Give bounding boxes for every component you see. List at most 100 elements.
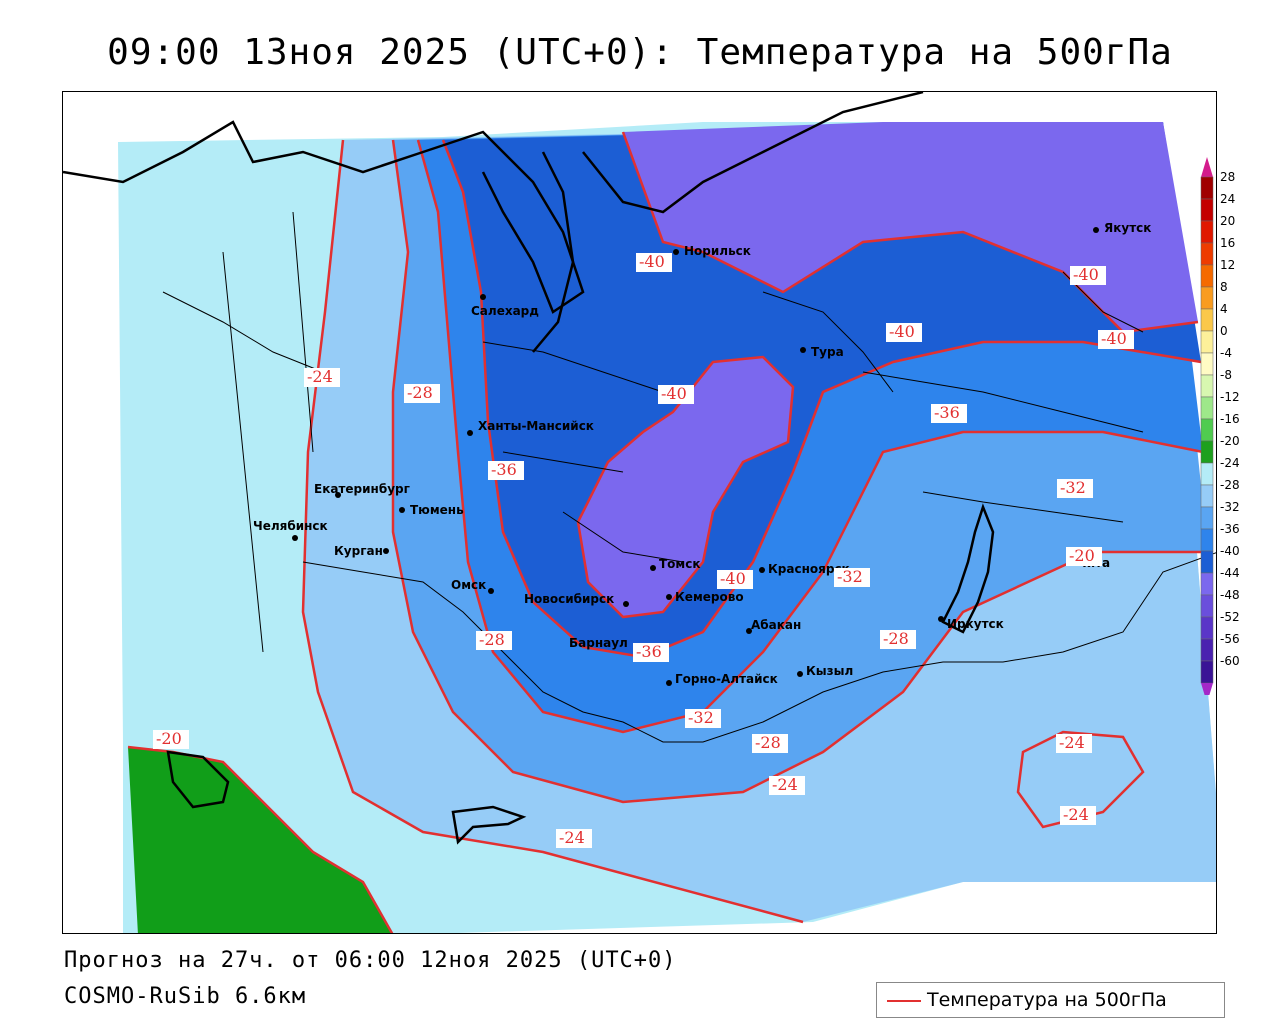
city-label: Томск — [659, 557, 701, 571]
colorbar-tick-label: -24 — [1220, 456, 1240, 470]
colorbar-swatch — [1200, 660, 1214, 684]
colorbar-tick-label: 12 — [1220, 258, 1235, 272]
colorbar-tick-label: 8 — [1220, 280, 1228, 294]
isotherm-label: -24 — [307, 367, 333, 386]
isotherm-label-bg — [556, 829, 592, 848]
isotherm-label-bg — [1056, 734, 1092, 753]
colorbar-swatch — [1200, 352, 1214, 376]
isotherm-label: -24 — [772, 775, 798, 794]
colorbar-tick-label: 20 — [1220, 214, 1235, 228]
legend-line-swatch — [887, 1000, 921, 1002]
city-dot — [797, 671, 803, 677]
city-label: Курган — [334, 544, 383, 558]
coastlines — [63, 92, 995, 845]
colorbar-swatch — [1200, 396, 1214, 420]
isotherm-label-bg — [834, 568, 870, 587]
colorbar-tick-label: 24 — [1220, 192, 1235, 206]
isotherm-label-bg — [153, 730, 189, 749]
city-label: Кызыл — [806, 664, 853, 678]
colorbar-swatch — [1200, 176, 1214, 200]
city-dot — [623, 601, 629, 607]
isotherm-minus28 — [391, 139, 1208, 804]
isotherm-label-bg — [886, 323, 922, 342]
colorbar-tick-label: -16 — [1220, 412, 1240, 426]
isotherm-minus24-west — [301, 139, 804, 924]
isotherm-label-bg — [636, 253, 672, 272]
isotherm-label-bg — [685, 709, 721, 728]
colorbar-swatch — [1200, 264, 1214, 288]
isotherm-label-bg — [1098, 330, 1134, 349]
city-dot — [488, 588, 494, 594]
isotherm-label: -28 — [883, 629, 909, 648]
colorbar-swatch — [1200, 616, 1214, 640]
city-dot — [467, 430, 473, 436]
colorbar-tick-label: -56 — [1220, 632, 1240, 646]
colorbar-tick-label: -60 — [1220, 654, 1240, 668]
colorbar-tick-label: -12 — [1220, 390, 1240, 404]
colorbar-swatch — [1200, 330, 1214, 354]
city-label: Ханты-Мансийск — [478, 419, 594, 433]
colorbar-swatch — [1200, 572, 1214, 596]
city-label: Челябинск — [253, 519, 328, 533]
colorbar-tick-label: -20 — [1220, 434, 1240, 448]
colorbar-tick-label: -32 — [1220, 500, 1240, 514]
isotherm-label: -40 — [889, 322, 915, 341]
city-label: Омск — [451, 578, 486, 592]
map-panel: Норильск Якутск Салехард Тура Ханты-Мансийск… — [62, 91, 1217, 934]
city-dot — [480, 294, 486, 300]
isotherm-label-bg — [476, 631, 512, 650]
isotherm-minus24-east — [1016, 730, 1145, 829]
city-label: Красноярск — [768, 562, 850, 576]
city-label: Екатеринбург — [314, 482, 410, 496]
colorbar-swatch — [1200, 506, 1214, 530]
border-kazakhstan — [302, 552, 1216, 743]
colorbar-tick-label: -8 — [1220, 368, 1232, 382]
colorbar-tick-label: -4 — [1220, 346, 1232, 360]
colorbar-tick-label: -44 — [1220, 566, 1240, 580]
city-markers: Норильск Якутск Салехард Тура Ханты-Мансийск… — [253, 221, 1151, 686]
isotherm-label: -40 — [639, 252, 665, 271]
isotherm-label-bg — [1060, 806, 1096, 825]
isotherm-label-bg — [1066, 547, 1102, 566]
city-label: Тура — [811, 345, 844, 359]
colorbar-tick-label: -52 — [1220, 610, 1240, 624]
city-label: Барнаул — [569, 636, 628, 650]
isotherm-label: -28 — [479, 630, 505, 649]
city-dot — [746, 628, 752, 634]
city-label: Кемерово — [675, 590, 744, 604]
isotherm-label: -20 — [1069, 546, 1095, 565]
colorbar-tick-label: 0 — [1220, 324, 1228, 338]
isotherm-label: -32 — [837, 567, 863, 586]
colorbar-tick-label: 16 — [1220, 236, 1235, 250]
lake-baikal — [941, 503, 995, 634]
isotherm-label-bg — [633, 643, 669, 662]
isotherm-label-bg — [1070, 266, 1106, 285]
colorbar-swatch — [1200, 418, 1214, 442]
colorbar-swatch — [1200, 462, 1214, 486]
isotherm-label-bg — [769, 776, 805, 795]
city-dot — [1093, 227, 1099, 233]
isotherm-label: -32 — [1060, 478, 1086, 497]
legend: Температура на 500гПа — [876, 982, 1225, 1018]
isotherm-label-bg — [304, 368, 340, 387]
isotherm-label: -32 — [688, 708, 714, 727]
isotherm-minus36 — [441, 139, 1202, 659]
isotherm-label-bg — [931, 404, 967, 423]
city-dot — [666, 594, 672, 600]
isotherm-minus40-central — [576, 355, 795, 619]
forecast-info: Прогноз на 27ч. от 06:00 12ноя 2025 (UTC… — [64, 948, 677, 973]
city-dot — [383, 548, 389, 554]
colorbar-swatch — [1200, 594, 1214, 618]
temperature-map: Норильск Якутск Салехард Тура Ханты-Мансийск… — [63, 92, 1216, 933]
city-label: Якутск — [1104, 221, 1151, 235]
band-le-minus40-north — [623, 122, 1198, 332]
isotherm-label-bg — [880, 630, 916, 649]
colorbar-swatch — [1200, 374, 1214, 398]
isotherm-label: -40 — [1073, 265, 1099, 284]
isotherm-label: -24 — [1063, 805, 1089, 824]
borders — [162, 211, 1216, 743]
colorbar-tick-label: 28 — [1220, 170, 1235, 184]
colorbar-swatch — [1200, 528, 1214, 552]
city-dot — [650, 565, 656, 571]
isotherm-label: -20 — [156, 729, 182, 748]
